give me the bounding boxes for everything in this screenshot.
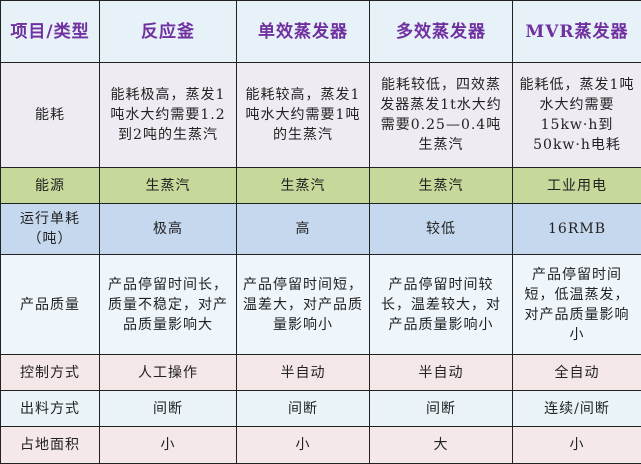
header-reactor: 反应釜: [100, 1, 237, 63]
table-row: 控制方式 人工操作 半自动 半自动 全自动: [1, 355, 641, 391]
table-row: 出料方式 间断 间断 间断 连续/间断: [1, 391, 641, 427]
table-cell: 产品停留时间短，低温蒸发，对产品质量影响小: [513, 255, 641, 355]
table-cell: 大: [370, 427, 513, 464]
table-cell: 能耗较低，四效蒸发器蒸发1t水大约需要0.25—0.4吨生蒸汽: [370, 63, 513, 168]
table-cell: 间断: [237, 391, 370, 427]
table-row: 占地面积 小 小 大 小: [1, 427, 641, 464]
row-label: 能耗: [1, 63, 100, 168]
table-cell: 生蒸汽: [370, 168, 513, 204]
table-cell: 16RMB: [513, 204, 641, 255]
row-label: 运行单耗（吨）: [1, 204, 100, 255]
header-item: 项目/类型: [1, 1, 100, 63]
table-cell: 极高: [100, 204, 237, 255]
table-cell: 间断: [370, 391, 513, 427]
table-cell: 半自动: [370, 355, 513, 391]
row-label: 出料方式: [1, 391, 100, 427]
table-cell: 产品停留时间较长，温差较大，对产品质量影响小: [370, 255, 513, 355]
table-row: 能耗 能耗极高，蒸发1吨水大约需要1.2到2吨的生蒸汽 能耗较高，蒸发1吨水大约…: [1, 63, 641, 168]
header-mvr: MVR蒸发器: [513, 1, 641, 63]
table-cell: 间断: [100, 391, 237, 427]
table-cell: 小: [100, 427, 237, 464]
table-row: 能源 生蒸汽 生蒸汽 生蒸汽 工业用电: [1, 168, 641, 204]
table-cell: 能耗极高，蒸发1吨水大约需要1.2到2吨的生蒸汽: [100, 63, 237, 168]
row-label: 控制方式: [1, 355, 100, 391]
row-label: 占地面积: [1, 427, 100, 464]
table-cell: 连续/间断: [513, 391, 641, 427]
table-cell: 能耗较高，蒸发1吨水大约需要1吨的生蒸汽: [237, 63, 370, 168]
table-cell: 生蒸汽: [237, 168, 370, 204]
table-cell: 生蒸汽: [100, 168, 237, 204]
table-cell: 较低: [370, 204, 513, 255]
header-single-effect: 单效蒸发器: [237, 1, 370, 63]
table-cell: 小: [237, 427, 370, 464]
table-cell: 产品停留时间长，质量不稳定，对产品质量影响大: [100, 255, 237, 355]
header-row: 项目/类型 反应釜 单效蒸发器 多效蒸发器 MVR蒸发器: [1, 1, 641, 63]
header-multi-effect: 多效蒸发器: [370, 1, 513, 63]
table-cell: 半自动: [237, 355, 370, 391]
table-row: 运行单耗（吨） 极高 高 较低 16RMB: [1, 204, 641, 255]
table-cell: 工业用电: [513, 168, 641, 204]
table-cell: 产品停留时间短，温差大，对产品质量影响小: [237, 255, 370, 355]
table-cell: 高: [237, 204, 370, 255]
table-cell: 人工操作: [100, 355, 237, 391]
table-row: 产品质量 产品停留时间长，质量不稳定，对产品质量影响大 产品停留时间短，温差大，…: [1, 255, 641, 355]
table-cell: 小: [513, 427, 641, 464]
row-label: 能源: [1, 168, 100, 204]
row-label: 产品质量: [1, 255, 100, 355]
table-cell: 全自动: [513, 355, 641, 391]
table-cell: 能耗低，蒸发1吨水大约需要15kw·h到50kw·h电耗: [513, 63, 641, 168]
